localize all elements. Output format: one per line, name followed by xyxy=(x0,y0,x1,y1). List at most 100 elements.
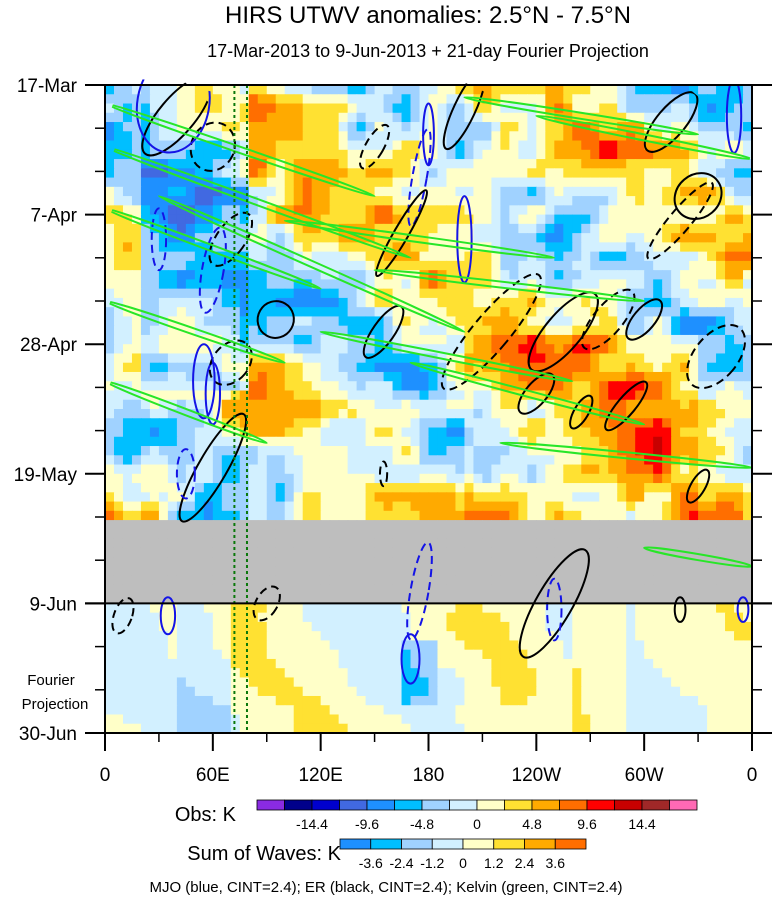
heatmap-cell xyxy=(464,140,475,151)
heatmap-cell xyxy=(545,464,555,475)
heatmap-cell xyxy=(266,381,277,392)
heatmap-cell xyxy=(572,483,582,493)
heatmap-cell xyxy=(302,621,313,632)
heatmap-cell xyxy=(221,686,232,697)
heatmap-cell xyxy=(113,427,124,438)
heatmap-cell xyxy=(401,214,412,225)
heatmap-cell xyxy=(689,334,699,345)
heatmap-cell xyxy=(140,233,151,243)
heatmap-cell xyxy=(455,307,466,318)
heatmap-cell xyxy=(212,557,223,567)
heatmap-cell xyxy=(275,233,286,243)
heatmap-cell xyxy=(509,131,519,142)
heatmap-cell xyxy=(311,334,322,345)
heatmap-cell xyxy=(716,122,726,132)
heatmap-cell xyxy=(680,446,690,456)
heatmap-cell xyxy=(311,214,322,225)
heatmap-cell xyxy=(401,501,412,512)
heatmap-cell xyxy=(599,140,609,151)
heatmap-cell xyxy=(617,612,627,623)
heatmap-cell xyxy=(644,85,654,95)
heatmap-cell xyxy=(725,122,735,132)
heatmap-cell xyxy=(545,334,555,345)
heatmap-cell xyxy=(185,94,196,105)
heatmap-cell xyxy=(455,399,466,410)
heatmap-cell xyxy=(374,473,385,484)
heatmap-cell xyxy=(419,520,430,530)
heatmap-cell xyxy=(284,473,295,484)
heatmap-cell xyxy=(509,464,519,475)
heatmap-cell xyxy=(437,427,448,438)
heatmap-cell xyxy=(257,131,268,142)
heatmap-cell xyxy=(275,621,286,632)
heatmap-cell xyxy=(644,584,654,595)
heatmap-cell xyxy=(131,594,142,604)
heatmap-cell xyxy=(248,371,259,382)
heatmap-cell xyxy=(473,427,484,438)
heatmap-cell xyxy=(158,112,169,123)
heatmap-cell xyxy=(545,168,555,179)
heatmap-cell xyxy=(194,122,205,132)
heatmap-cell xyxy=(662,399,672,410)
heatmap-cell xyxy=(644,603,654,614)
heatmap-cell xyxy=(266,436,277,447)
heatmap-cell xyxy=(464,390,475,401)
heatmap-cell xyxy=(653,575,663,586)
heatmap-cell xyxy=(608,131,618,142)
heatmap-cell xyxy=(671,214,681,225)
heatmap-cell xyxy=(320,520,331,530)
heatmap-cell xyxy=(446,131,457,142)
heatmap-cell xyxy=(635,205,645,216)
heatmap-cell xyxy=(329,316,340,327)
heatmap-cell xyxy=(122,334,133,345)
heatmap-cell xyxy=(599,242,609,253)
heatmap-cell xyxy=(293,584,304,595)
heatmap-cell xyxy=(500,603,510,614)
heatmap-cell xyxy=(149,297,160,308)
heatmap-cell xyxy=(356,584,367,595)
heatmap-cell xyxy=(563,260,573,271)
heatmap-cell xyxy=(140,566,151,577)
heatmap-cell xyxy=(671,668,681,679)
heatmap-cell xyxy=(176,112,187,123)
heatmap-cell xyxy=(248,122,259,132)
heatmap-cell xyxy=(284,168,295,179)
heatmap-cell xyxy=(239,186,250,197)
heatmap-cell xyxy=(608,594,618,604)
heatmap-cell xyxy=(194,538,205,549)
heatmap-cell xyxy=(203,631,214,642)
heatmap-cell xyxy=(590,214,600,225)
heatmap-cell xyxy=(311,279,322,290)
heatmap-cell xyxy=(653,464,663,475)
heatmap-cell xyxy=(518,455,528,466)
heatmap-cell xyxy=(401,686,412,697)
heatmap-cell xyxy=(167,381,178,392)
heatmap-cell xyxy=(437,140,448,151)
heatmap-cell xyxy=(608,85,618,95)
heatmap-cell xyxy=(122,529,133,540)
heatmap-cell xyxy=(437,334,448,345)
heatmap-cell xyxy=(401,594,412,604)
heatmap-cell xyxy=(158,677,169,688)
heatmap-cell xyxy=(635,251,645,262)
heatmap-cell xyxy=(212,427,223,438)
heatmap-cell xyxy=(644,520,654,530)
heatmap-cell xyxy=(599,594,609,604)
heatmap-cell xyxy=(158,436,169,447)
heatmap-cell xyxy=(158,695,169,706)
heatmap-cell xyxy=(311,205,322,216)
heatmap-cell xyxy=(374,307,385,318)
heatmap-cell xyxy=(149,409,160,419)
heatmap-cell xyxy=(581,371,591,382)
heatmap-cell xyxy=(707,233,717,243)
heatmap-cell xyxy=(482,658,493,669)
heatmap-cell xyxy=(590,196,600,206)
heatmap-cell xyxy=(284,658,295,669)
heatmap-cell xyxy=(266,446,277,456)
heatmap-cell xyxy=(176,483,187,493)
heatmap-cell xyxy=(689,603,699,614)
heatmap-cell xyxy=(140,140,151,151)
heatmap-cell xyxy=(284,649,295,660)
heatmap-cell xyxy=(743,418,753,429)
heatmap-cell xyxy=(230,612,241,623)
